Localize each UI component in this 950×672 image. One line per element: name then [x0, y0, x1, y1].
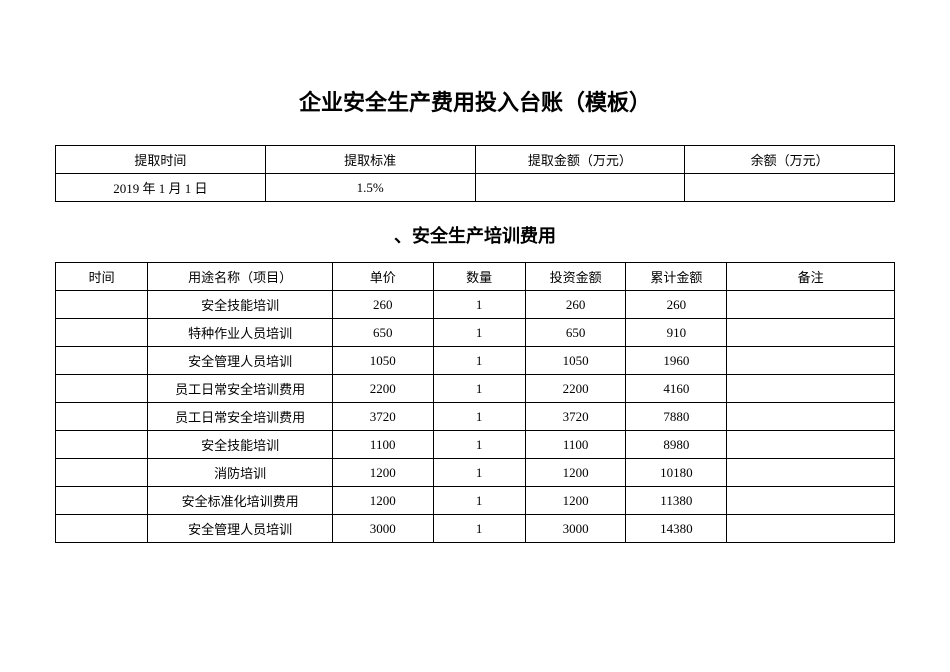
- table-cell: 1200: [332, 487, 433, 515]
- table-cell: 260: [525, 291, 626, 319]
- table-cell: 3720: [332, 403, 433, 431]
- table-cell: 1: [433, 431, 525, 459]
- table-cell: 11380: [626, 487, 727, 515]
- table-cell: 2200: [525, 375, 626, 403]
- col-remark: 备注: [727, 263, 895, 291]
- table-cell: [727, 459, 895, 487]
- table-cell: 1: [433, 375, 525, 403]
- table-cell: 2200: [332, 375, 433, 403]
- table-row: 安全技能培训1100111008980: [56, 431, 895, 459]
- table-row: 2019 年 1 月 1 日 1.5%: [56, 174, 895, 202]
- table-cell: 安全技能培训: [148, 431, 333, 459]
- table-cell: 员工日常安全培训费用: [148, 403, 333, 431]
- table-header-row: 提取时间 提取标准 提取金额（万元） 余额（万元）: [56, 146, 895, 174]
- table-cell: 3000: [525, 515, 626, 543]
- table-cell: 1200: [525, 459, 626, 487]
- col-amount: 投资金额: [525, 263, 626, 291]
- cell-amount: [475, 174, 685, 202]
- table-cell: [56, 459, 148, 487]
- table-cell: [56, 319, 148, 347]
- table-cell: 安全管理人员培训: [148, 515, 333, 543]
- table-cell: 1: [433, 487, 525, 515]
- table-cell: 1: [433, 347, 525, 375]
- table-cell: 安全技能培训: [148, 291, 333, 319]
- table-cell: 260: [626, 291, 727, 319]
- table-cell: 1050: [332, 347, 433, 375]
- table-cell: 650: [525, 319, 626, 347]
- table-cell: 安全标准化培训费用: [148, 487, 333, 515]
- table-row: 员工日常安全培训费用3720137207880: [56, 403, 895, 431]
- col-total: 累计金额: [626, 263, 727, 291]
- table-cell: [727, 375, 895, 403]
- table-cell: 10180: [626, 459, 727, 487]
- table-row: 特种作业人员培训6501650910: [56, 319, 895, 347]
- table-cell: 1: [433, 403, 525, 431]
- cell-time: 2019 年 1 月 1 日: [56, 174, 266, 202]
- table-cell: [56, 347, 148, 375]
- table-cell: 1100: [332, 431, 433, 459]
- table-row: 安全技能培训2601260260: [56, 291, 895, 319]
- table-cell: 260: [332, 291, 433, 319]
- col-time: 时间: [56, 263, 148, 291]
- table-cell: [727, 319, 895, 347]
- table-cell: [56, 487, 148, 515]
- col-qty: 数量: [433, 263, 525, 291]
- table-cell: [56, 515, 148, 543]
- section-title: 、安全生产培训费用: [55, 222, 895, 248]
- table-cell: 安全管理人员培训: [148, 347, 333, 375]
- table-cell: 650: [332, 319, 433, 347]
- cell-standard: 1.5%: [265, 174, 475, 202]
- table-cell: 特种作业人员培训: [148, 319, 333, 347]
- table-row: 员工日常安全培训费用2200122004160: [56, 375, 895, 403]
- table-cell: 1960: [626, 347, 727, 375]
- table-cell: [56, 375, 148, 403]
- table-cell: [727, 403, 895, 431]
- table-cell: 1: [433, 291, 525, 319]
- table-cell: [727, 487, 895, 515]
- table-header-row: 时间 用途名称（项目） 单价 数量 投资金额 累计金额 备注: [56, 263, 895, 291]
- table-cell: 员工日常安全培训费用: [148, 375, 333, 403]
- header-table: 提取时间 提取标准 提取金额（万元） 余额（万元） 2019 年 1 月 1 日…: [55, 145, 895, 202]
- header-col-balance: 余额（万元）: [685, 146, 895, 174]
- table-cell: 1: [433, 459, 525, 487]
- table-cell: [56, 403, 148, 431]
- col-item: 用途名称（项目）: [148, 263, 333, 291]
- table-row: 安全管理人员培训1050110501960: [56, 347, 895, 375]
- table-cell: [727, 515, 895, 543]
- table-row: 安全管理人员培训30001300014380: [56, 515, 895, 543]
- detail-table: 时间 用途名称（项目） 单价 数量 投资金额 累计金额 备注 安全技能培训260…: [55, 262, 895, 543]
- table-cell: 3720: [525, 403, 626, 431]
- table-cell: 1: [433, 515, 525, 543]
- table-cell: 1100: [525, 431, 626, 459]
- table-cell: [56, 431, 148, 459]
- table-cell: [56, 291, 148, 319]
- header-col-time: 提取时间: [56, 146, 266, 174]
- table-cell: 1200: [332, 459, 433, 487]
- cell-balance: [685, 174, 895, 202]
- col-price: 单价: [332, 263, 433, 291]
- header-col-amount: 提取金额（万元）: [475, 146, 685, 174]
- table-row: 安全标准化培训费用12001120011380: [56, 487, 895, 515]
- table-cell: 1050: [525, 347, 626, 375]
- table-cell: 4160: [626, 375, 727, 403]
- page-title: 企业安全生产费用投入台账（模板）: [55, 85, 895, 117]
- table-cell: 消防培训: [148, 459, 333, 487]
- table-cell: [727, 431, 895, 459]
- table-cell: 7880: [626, 403, 727, 431]
- table-cell: 3000: [332, 515, 433, 543]
- table-row: 消防培训12001120010180: [56, 459, 895, 487]
- table-cell: 8980: [626, 431, 727, 459]
- table-cell: 1200: [525, 487, 626, 515]
- table-cell: 1: [433, 319, 525, 347]
- table-cell: 910: [626, 319, 727, 347]
- table-cell: 14380: [626, 515, 727, 543]
- header-col-standard: 提取标准: [265, 146, 475, 174]
- table-cell: [727, 347, 895, 375]
- table-cell: [727, 291, 895, 319]
